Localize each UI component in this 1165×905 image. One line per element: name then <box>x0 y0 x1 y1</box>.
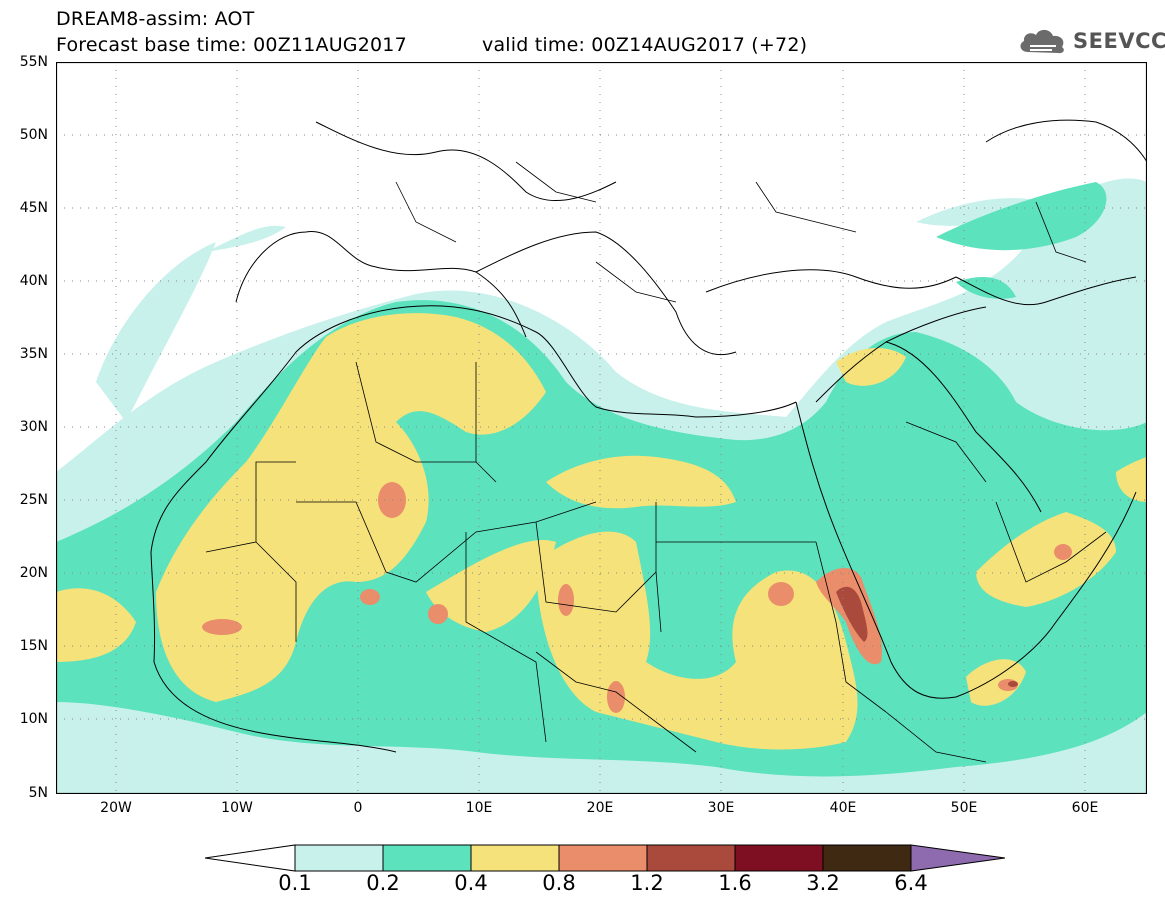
lon-label: 20E <box>586 800 614 816</box>
valid-time: valid time: 00Z14AUG2017 (+72) <box>482 34 808 56</box>
lat-label: 30N <box>19 419 48 435</box>
colorbar-label: 3.2 <box>806 871 840 895</box>
lat-label: 25N <box>19 492 48 508</box>
colorbar-label: 1.6 <box>718 871 752 895</box>
colorbar-label: 1.2 <box>630 871 664 895</box>
lon-label: 10E <box>465 800 493 816</box>
colorbar-label: 0.8 <box>542 871 576 895</box>
lat-label: 50N <box>19 127 48 143</box>
colorbar-upper-extend <box>910 844 1005 872</box>
lat-label: 10N <box>19 711 48 727</box>
lat-label: 45N <box>19 200 48 216</box>
colorbar-lower-extend <box>205 844 296 872</box>
colorbar-box <box>734 844 824 872</box>
lat-label: 15N <box>19 638 48 654</box>
colorbar-label: 0.2 <box>366 871 400 895</box>
colorbar-box <box>294 844 384 872</box>
chart-title: DREAM8-assim: AOT <box>56 8 255 30</box>
colorbar <box>205 844 1005 872</box>
cloud-icon <box>1020 29 1064 54</box>
colorbar-label: 6.4 <box>894 871 928 895</box>
coastlines <box>150 119 1147 753</box>
colorbar-box <box>382 844 472 872</box>
colorbar-box <box>822 844 912 872</box>
lon-label: 60E <box>1071 800 1099 816</box>
lat-label: 55N <box>19 54 48 70</box>
colorbar-label: 0.1 <box>278 871 312 895</box>
colorbar-label: 0.4 <box>454 871 488 895</box>
lat-label: 35N <box>19 346 48 362</box>
lon-label: 40E <box>829 800 857 816</box>
lat-label: 20N <box>19 565 48 581</box>
lon-label: 10W <box>221 800 253 816</box>
logo-text: SEEVCCC <box>1073 29 1165 53</box>
lon-label: 0 <box>353 800 363 816</box>
aot-map <box>56 62 1147 794</box>
colorbar-box <box>646 844 736 872</box>
lon-label: 30E <box>707 800 735 816</box>
lon-label: 50E <box>950 800 978 816</box>
colorbar-box <box>470 844 560 872</box>
seevccc-logo: SEEVCCC <box>1016 24 1165 58</box>
map-border <box>56 62 1147 794</box>
forecast-base-time: Forecast base time: 00Z11AUG2017 <box>56 34 407 56</box>
country-borders <box>205 161 1107 763</box>
aot-band-1.2 <box>836 586 1018 687</box>
lat-label: 5N <box>28 785 48 801</box>
lat-label: 40N <box>19 273 48 289</box>
lon-label: 20W <box>100 800 132 816</box>
colorbar-box <box>558 844 648 872</box>
